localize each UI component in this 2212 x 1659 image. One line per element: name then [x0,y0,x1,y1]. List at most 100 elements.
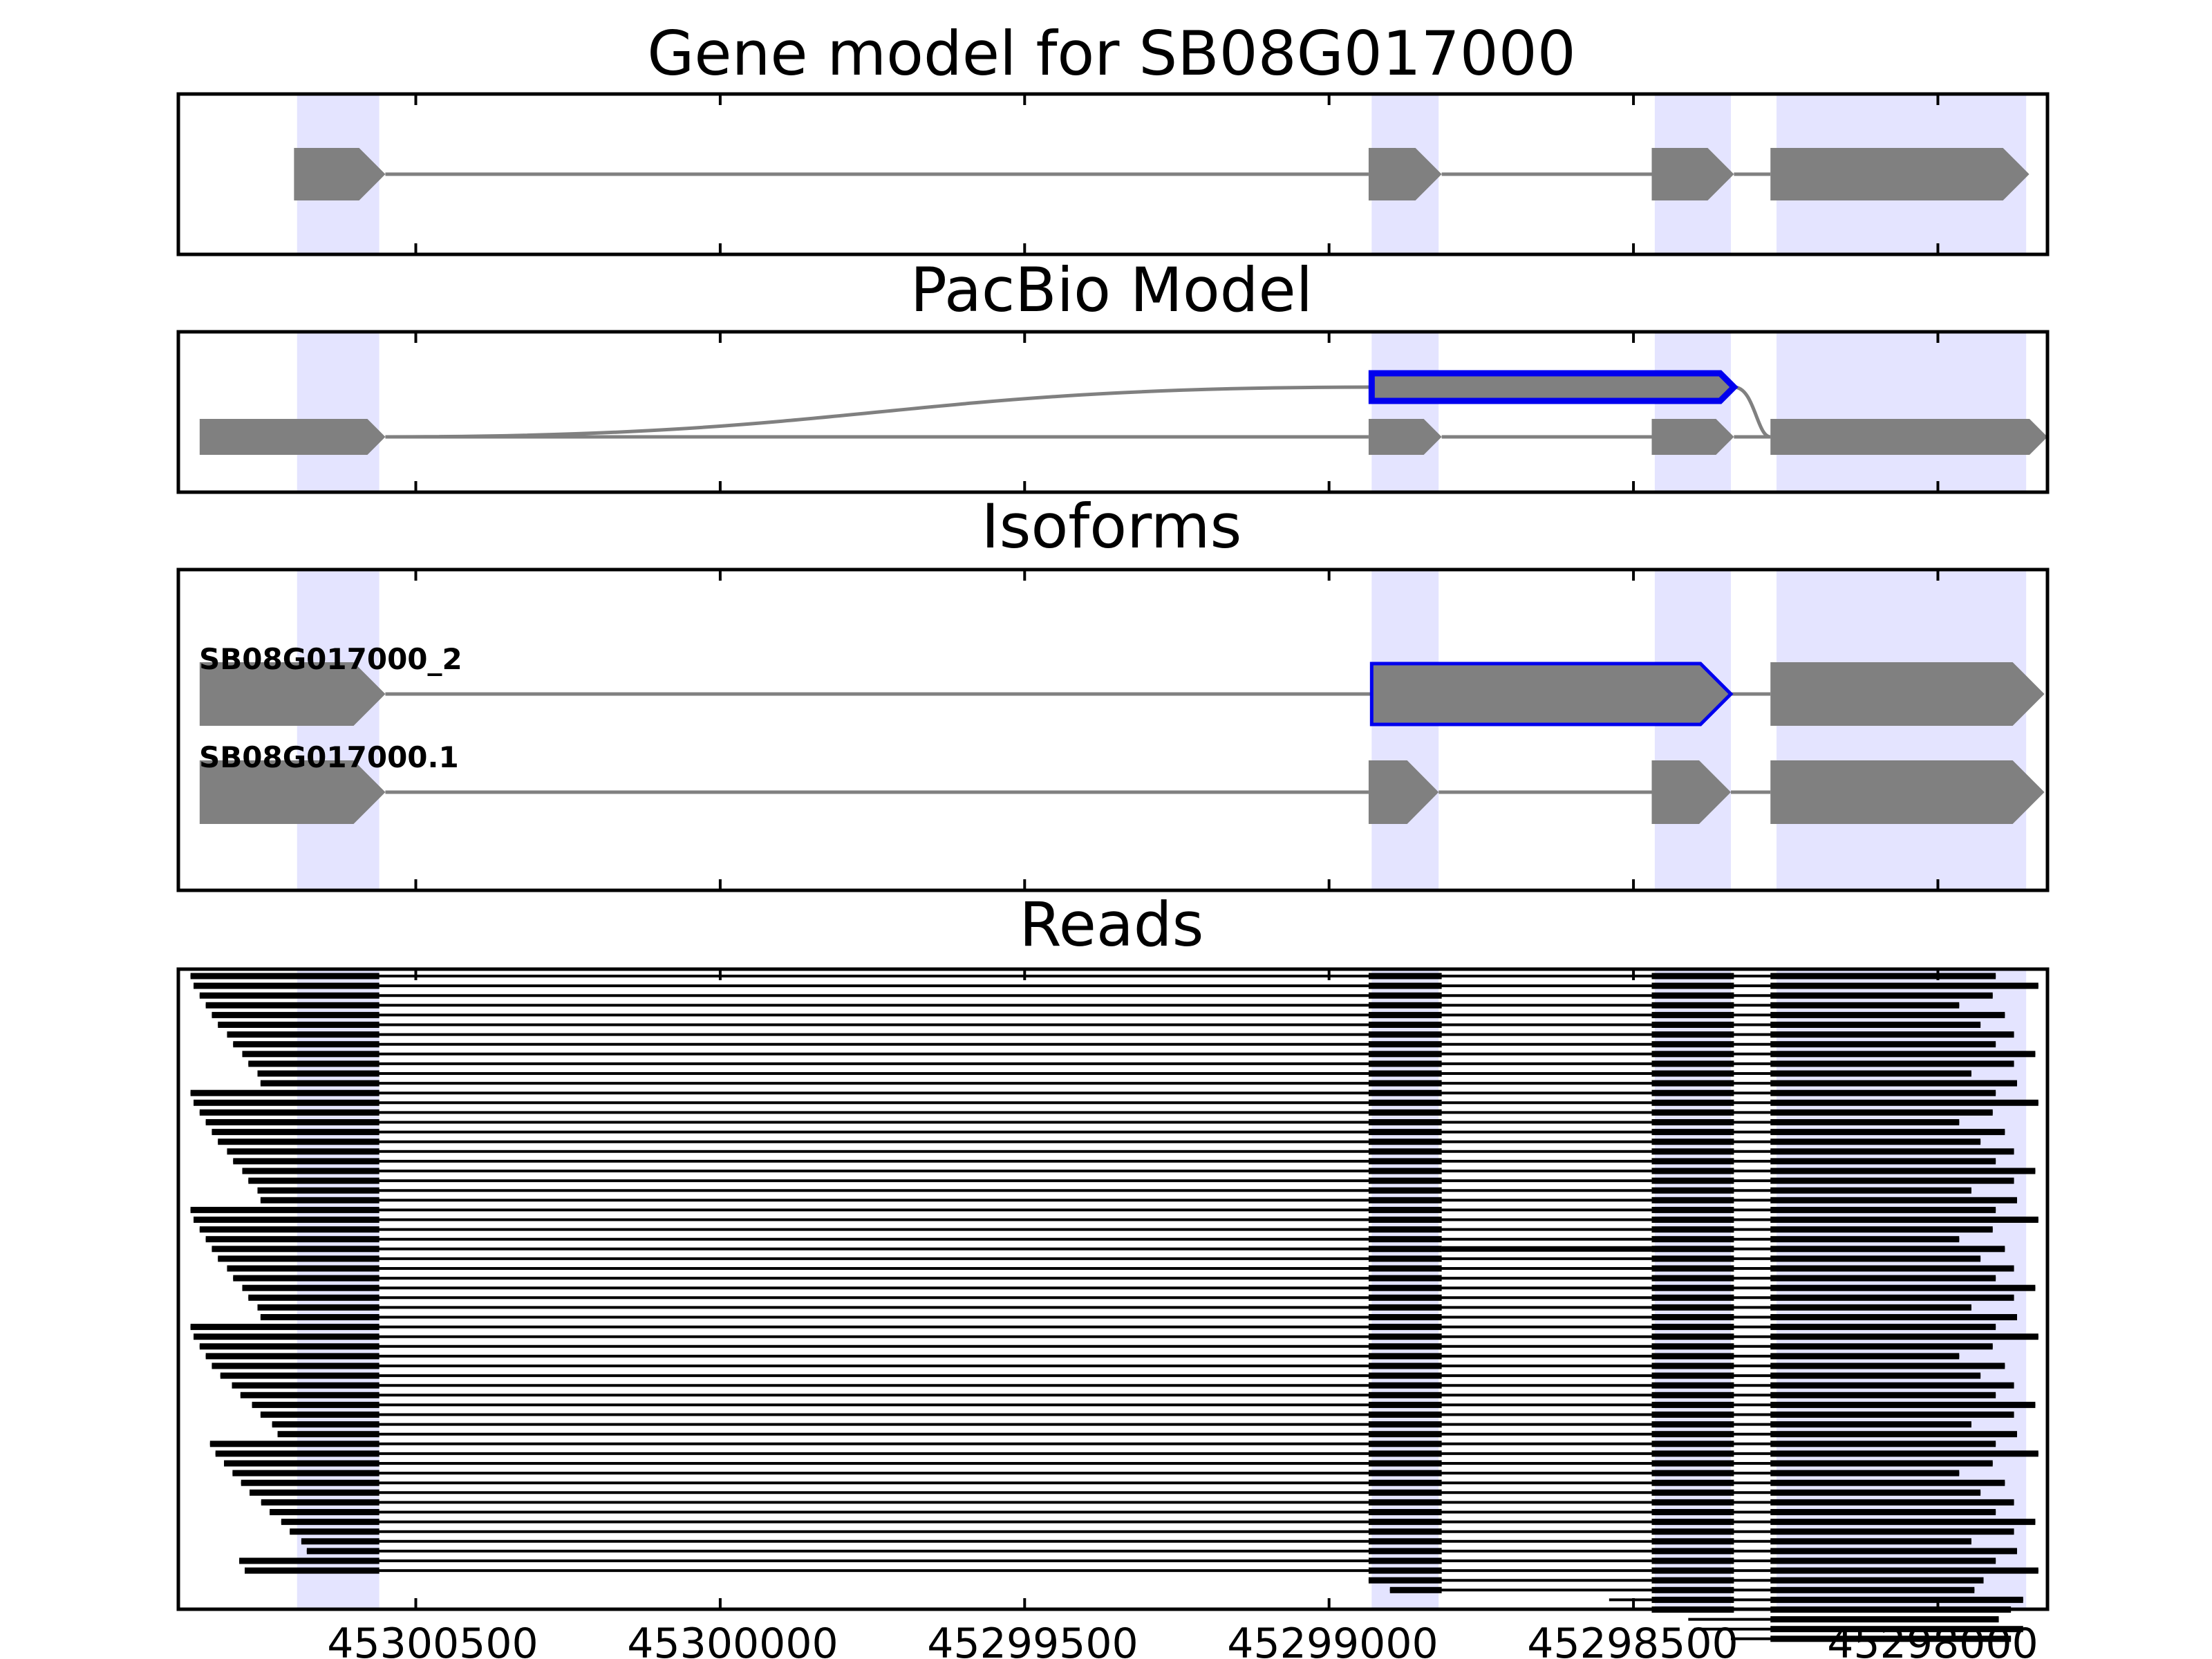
exon-arrow [294,148,386,200]
read-exon-block [1651,1479,1734,1486]
read-exon-block [1651,1158,1734,1165]
read-exon-block [1368,1099,1442,1106]
read-exon-block [1651,1460,1734,1467]
read-exon-block [270,1509,379,1515]
read-exon-block [194,982,379,989]
read-exon-block [190,1206,379,1213]
tick-label: 45298000 [1827,1620,2038,1659]
read-exon-block [1368,1002,1442,1009]
read-exon-block [1651,1441,1734,1447]
read-exon-block [1770,1041,1996,1048]
read-exon-block [1368,1051,1442,1058]
read-exon-block [1651,1022,1734,1028]
read-exon-block [1368,1499,1442,1506]
read-exon-block [1651,1246,1734,1253]
read-exon-block [1651,1265,1734,1272]
read-exon-block [1651,1294,1734,1301]
read-exon-block [1651,1596,1734,1603]
read-exon-block [1770,1401,2036,1408]
read-exon-block [1770,1421,1971,1428]
isoform-exon-highlight [1369,662,1734,727]
read-exon-block [1770,1519,2036,1526]
read-exon-block [1770,1616,1999,1623]
read-exon-block [1770,1499,2014,1506]
read-exon-block [1770,1567,2038,1574]
read-exon-block [1651,1577,1734,1584]
read-exon-block [1368,1060,1442,1067]
read-exon-block [1368,1548,1442,1555]
read-exon-block [1368,1236,1442,1243]
read-exon-block [1368,1148,1442,1155]
exon-arrow [1651,419,1734,455]
read-exon-block [224,1460,379,1467]
read-exon-block [194,1217,379,1223]
exon-region-shade [1654,570,1731,890]
read-exon-block [1368,1382,1442,1389]
exon-region-shade [1371,332,1439,492]
exon-region-shade [1371,570,1439,890]
retained-intron-exon [1368,370,1738,404]
read-exon-block [1368,1265,1442,1272]
read-exon-block [1368,1479,1442,1486]
read-exon-block [1770,1626,2023,1633]
read-exon-block [1368,1528,1442,1535]
exon-region-shade [297,332,379,492]
read-exon-block [1368,1041,1442,1048]
read-exon-block [1651,1353,1734,1360]
isoform-exon [1368,760,1439,824]
read-exon-block [1770,1635,2012,1642]
tick-label: 45299500 [927,1620,1138,1659]
read-exon-block [1368,1470,1442,1477]
read-exon-block [301,1538,379,1545]
read-exon-block [1651,1119,1734,1125]
read-exon-block [205,1353,379,1360]
read-exon-block [1770,1119,1960,1125]
read-exon-block [1770,1431,2017,1438]
read-exon-block [281,1519,379,1526]
read-exon-block [1651,1089,1734,1096]
read-exon-block [1368,1401,1442,1408]
read-exon-block [1368,1421,1442,1428]
read-exon-block [1651,1412,1734,1418]
exon-region-shade [297,570,379,890]
read-exon-block [1651,1548,1734,1555]
read-exon-block [1651,1041,1734,1048]
read-exon-block [1651,1109,1734,1116]
read-exon-block [199,992,379,999]
isoform-exon [199,760,386,824]
read-exon-block [257,1304,379,1311]
read-exon-block [232,1382,379,1389]
read-exon-block [1368,1022,1442,1028]
exon-arrow [1368,419,1442,455]
read-exon-block [1368,1089,1442,1096]
read-exon-block [242,1168,379,1174]
read-exon-block [1770,1548,2017,1555]
read-exon-block [1368,1275,1442,1282]
isoform-label-1: SB08G017000.1 [199,740,459,774]
reads-panel [176,967,2050,1642]
read-exon-block [1651,1382,1734,1389]
read-exon-block [1770,1509,1996,1515]
read-exon-block [1770,1089,1996,1096]
read-exon-block [1770,1304,1971,1311]
read-exon-block [1368,1284,1442,1291]
read-exon-block [1651,1177,1734,1184]
read-exon-block [1651,1489,1734,1496]
read-exon-block [1651,1314,1734,1320]
read-exon-block [1368,1372,1442,1379]
read-exon-block [1770,1391,1996,1398]
read-exon-block [1770,1011,2005,1018]
read-exon-block [1368,1158,1442,1165]
read-exon-block [218,1138,379,1145]
retained-intron-read [1441,1246,1652,1252]
x-axis-tick-labels: 45300500 45300000 45299500 45299000 4529… [327,1620,2038,1659]
read-exon-block [1770,1577,1984,1584]
read-exon-block [233,1275,379,1282]
read-exon-block [250,1489,379,1496]
read-exon-block [1368,1168,1442,1174]
read-exon-block [1770,1148,2014,1155]
read-exon-block [1651,1509,1734,1515]
read-exon-block [1651,1187,1734,1194]
read-exon-block [1770,1236,1960,1243]
